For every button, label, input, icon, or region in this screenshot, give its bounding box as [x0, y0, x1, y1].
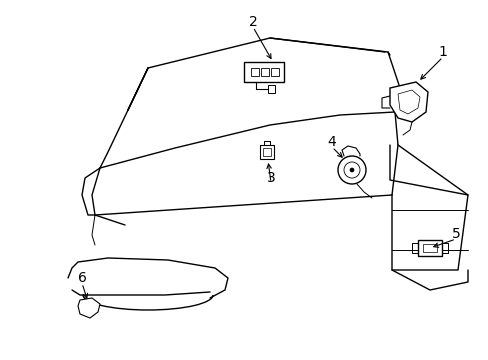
Circle shape — [337, 156, 365, 184]
Polygon shape — [78, 298, 100, 318]
Text: 6: 6 — [78, 271, 86, 285]
Bar — [422, 244, 436, 252]
Text: 3: 3 — [266, 171, 275, 185]
Bar — [263, 148, 270, 156]
Bar — [267, 85, 274, 93]
Polygon shape — [389, 82, 427, 122]
Polygon shape — [397, 90, 419, 114]
Text: 5: 5 — [451, 227, 459, 241]
Bar — [244, 62, 284, 82]
Bar — [261, 68, 268, 76]
Circle shape — [349, 168, 353, 172]
Bar — [250, 68, 259, 76]
Text: 2: 2 — [248, 15, 257, 29]
Circle shape — [343, 162, 359, 178]
Text: 1: 1 — [438, 45, 447, 59]
Bar — [260, 145, 273, 159]
Bar — [270, 68, 279, 76]
Text: 4: 4 — [327, 135, 336, 149]
Bar — [417, 240, 441, 256]
